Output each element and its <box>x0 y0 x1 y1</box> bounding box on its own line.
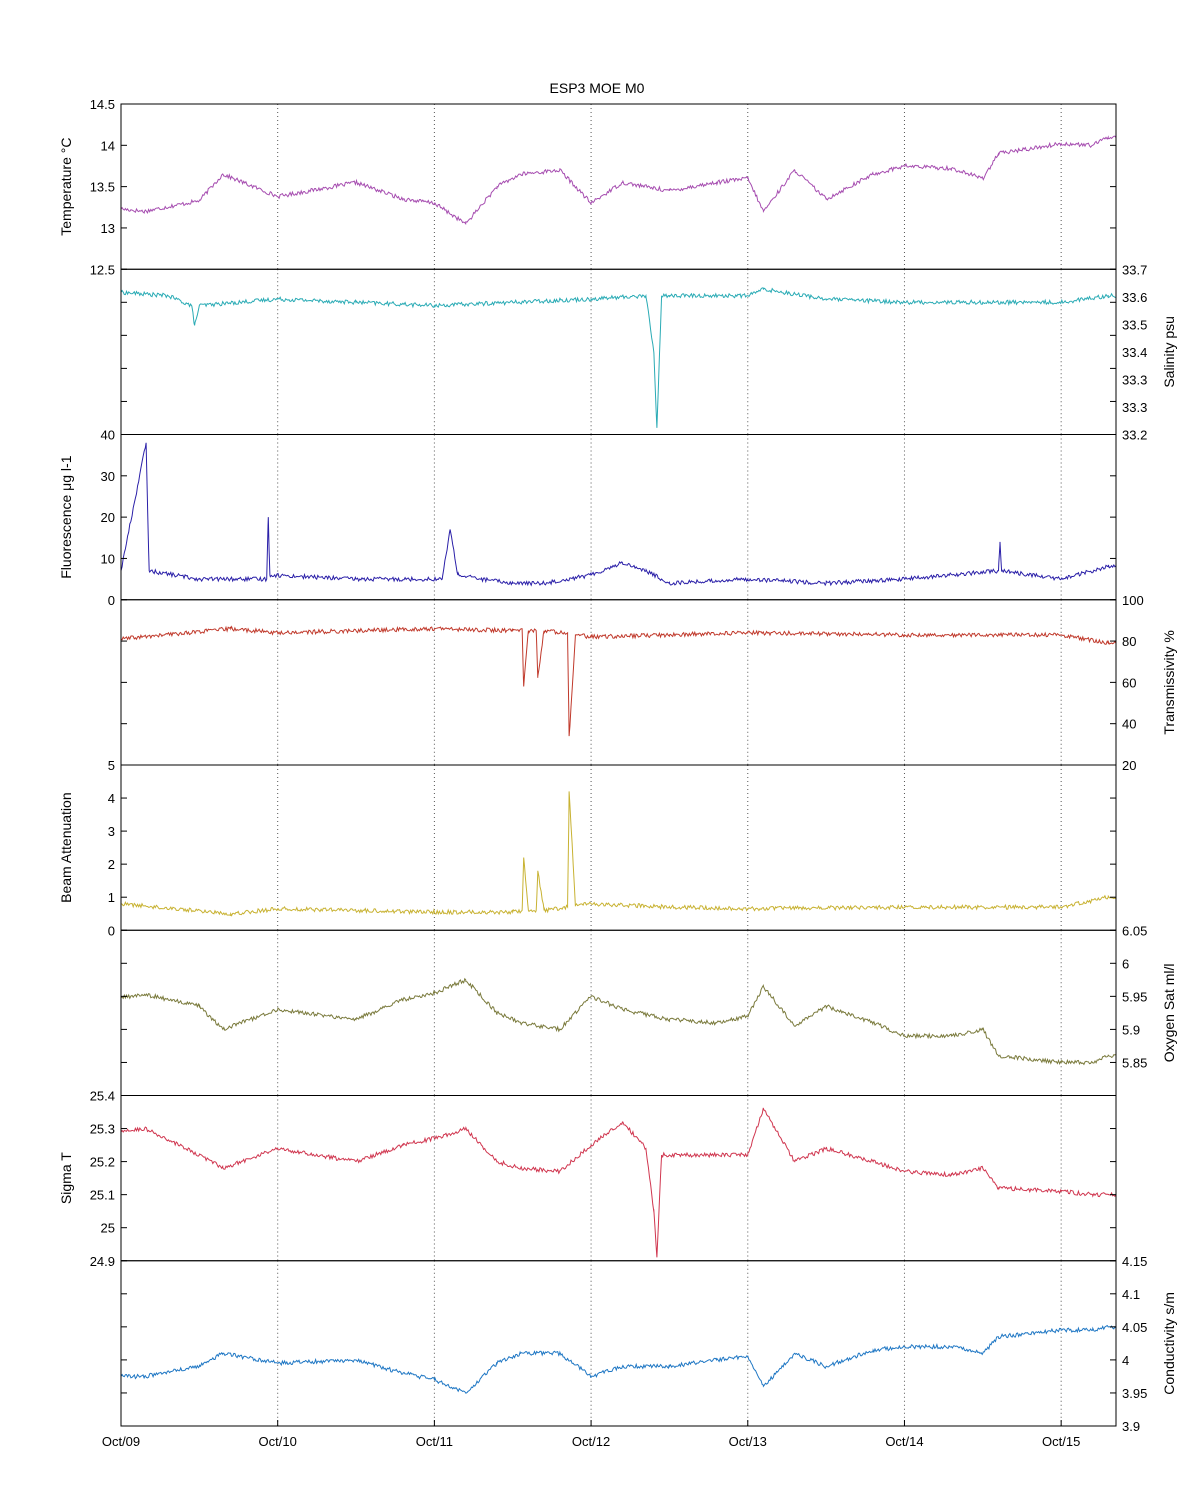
panel-conductivity: 3.9 3.95 4 4.05 4.1 4.15 Conductivity s/m <box>120 1254 1177 1434</box>
panel-frame <box>120 268 1117 435</box>
y-tick-label: 13.5 <box>90 180 115 195</box>
x-tick-label: Oct/15 <box>1042 1434 1080 1449</box>
y-tick-label: 25.2 <box>90 1155 115 1170</box>
panel-oxygen: 5.85 5.9 5.95 6 6.05 Oxygen Sat ml/l <box>120 923 1177 1096</box>
y-tick-label: 33.6 <box>1122 290 1147 305</box>
x-tick-label: Oct/11 <box>416 1434 453 1449</box>
y-tick-label: 33.2 <box>1122 428 1147 443</box>
y-tick-label: 14.5 <box>90 97 115 112</box>
panel-frame <box>120 1260 1117 1427</box>
y-tick-label: 33.3 <box>1122 400 1147 415</box>
salinity-series-line <box>120 287 1117 428</box>
y-tick-label: 100 <box>1122 593 1144 608</box>
y-tick-label: 20 <box>101 510 115 525</box>
y-tick-label: 3 <box>108 824 115 839</box>
salinity-ylabel: Salinity psu <box>1161 316 1177 388</box>
y-tick-label: 5.85 <box>1122 1055 1147 1070</box>
y-tick-label: 60 <box>1122 675 1136 690</box>
panel-fluorescence: 0 10 20 30 40 Fluorescence μg l-1 <box>58 428 1117 608</box>
y-tick-label: 33.3 <box>1122 372 1147 387</box>
y-tick-label: 6 <box>1122 956 1129 971</box>
y-tick-label: 25.3 <box>90 1122 115 1137</box>
y-tick-label: 0 <box>108 593 115 608</box>
x-tick-label: Oct/14 <box>885 1434 923 1449</box>
y-tick-label: 33.5 <box>1122 317 1147 332</box>
y-tick-label: 12.5 <box>90 262 115 277</box>
panel-frame <box>120 1095 1117 1262</box>
fluorescence-ylabel: Fluorescence μg l-1 <box>58 455 74 578</box>
panel-temperature: 12.5 13 13.5 14 14.5 Temperature °C <box>58 97 1117 277</box>
y-tick-label: 24.9 <box>90 1254 115 1269</box>
panel-salinity: 33.2 33.3 33.3 33.4 33.5 33.6 33.7 Salinity psu <box>120 262 1177 443</box>
x-tick-label: Oct/10 <box>259 1434 297 1449</box>
y-tick-label: 5.95 <box>1122 989 1147 1004</box>
panel-beam_attenuation: 0 1 2 3 4 5 Beam Attenuation <box>58 758 1117 938</box>
y-tick-label: 30 <box>101 469 115 484</box>
temperature-ylabel: Temperature °C <box>58 138 74 236</box>
sigma_t-series-line <box>120 1107 1117 1258</box>
fluorescence-series-line <box>120 442 1117 587</box>
y-tick-label: 13 <box>101 221 115 236</box>
y-tick-label: 40 <box>101 428 115 443</box>
y-tick-label: 14 <box>101 138 115 153</box>
y-tick-label: 2 <box>108 857 115 872</box>
y-tick-label: 25 <box>101 1221 115 1236</box>
y-tick-label: 10 <box>101 551 115 566</box>
y-tick-label: 3.95 <box>1122 1386 1147 1401</box>
y-tick-label: 6.05 <box>1122 923 1147 938</box>
y-tick-label: 4 <box>108 791 115 806</box>
chart-title: ESP3 MOE M0 <box>550 80 645 96</box>
x-axis: Oct/09 Oct/10 Oct/11 Oct/12 Oct/13 Oct/14 Oct/… <box>102 1420 1080 1449</box>
y-tick-label: 4.15 <box>1122 1254 1147 1269</box>
transmissivity-series-line <box>120 625 1117 737</box>
panel-transmissivity: 20 40 60 80 100 Transmissivity % <box>120 593 1177 773</box>
beam_attenuation-series-line <box>120 791 1117 917</box>
y-tick-label: 80 <box>1122 634 1136 649</box>
y-tick-label: 20 <box>1122 758 1136 773</box>
y-tick-label: 4.1 <box>1122 1287 1140 1302</box>
sigma_t-ylabel: Sigma T <box>58 1152 74 1204</box>
transmissivity-ylabel: Transmissivity % <box>1161 630 1177 735</box>
y-tick-label: 25.1 <box>90 1188 115 1203</box>
oxygen-series-line <box>120 977 1117 1066</box>
beam_attenuation-ylabel: Beam Attenuation <box>58 792 74 903</box>
y-tick-label: 4 <box>1122 1353 1129 1368</box>
y-tick-label: 5.9 <box>1122 1022 1140 1037</box>
conductivity-ylabel: Conductivity s/m <box>1161 1292 1177 1395</box>
y-tick-label: 5 <box>108 758 115 773</box>
y-tick-label: 40 <box>1122 717 1136 732</box>
y-tick-label: 4.05 <box>1122 1320 1147 1335</box>
y-tick-label: 1 <box>108 890 115 905</box>
panel-sigma_t: 24.9 25 25.1 25.2 25.3 25.4 Sigma T <box>58 1089 1117 1269</box>
y-tick-label: 25.4 <box>90 1089 115 1104</box>
y-tick-label: 0 <box>108 923 115 938</box>
y-tick-label: 33.4 <box>1122 345 1147 360</box>
x-tick-label: Oct/09 <box>102 1434 140 1449</box>
temperature-series-line <box>120 135 1117 226</box>
y-tick-label: 3.9 <box>1122 1419 1140 1434</box>
x-tick-label: Oct/12 <box>572 1434 610 1449</box>
y-tick-label: 33.7 <box>1122 262 1147 277</box>
oxygen-ylabel: Oxygen Sat ml/l <box>1161 963 1177 1062</box>
x-tick-label: Oct/13 <box>729 1434 767 1449</box>
panel-frame <box>120 599 1117 766</box>
conductivity-series-line <box>120 1324 1117 1394</box>
